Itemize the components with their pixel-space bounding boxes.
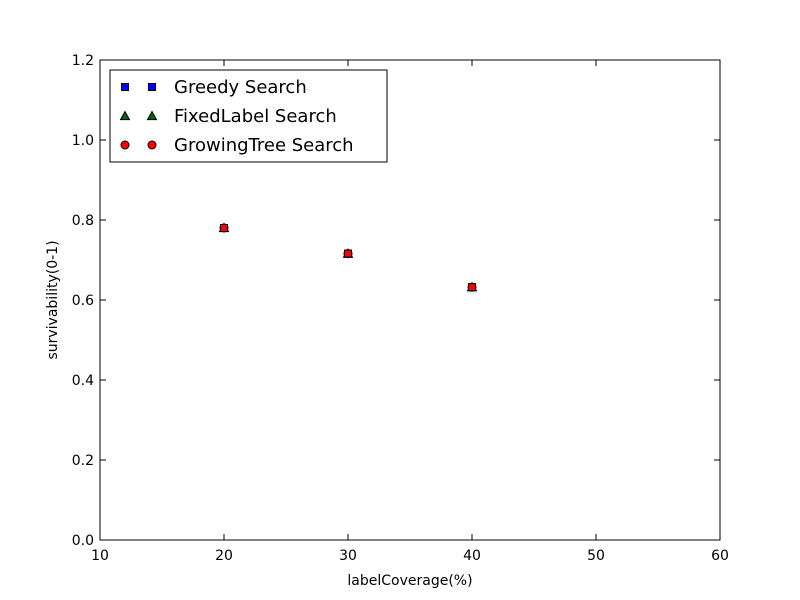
- data-point-overlay-square: [468, 283, 476, 292]
- y-tick-label: 0.2: [72, 453, 94, 469]
- plot-frame: [99, 59, 721, 541]
- y-tick-label: 0.4: [72, 373, 94, 389]
- y-tick-label: 0.0: [72, 533, 94, 549]
- legend-marker-circle: [147, 140, 157, 150]
- legend-marker-square: [121, 83, 129, 91]
- y-tick-label: 1.2: [72, 53, 94, 69]
- y-tick-label: 0.6: [72, 293, 94, 309]
- legend: Greedy Search FixedLabel Search GrowingTre…: [109, 69, 388, 163]
- x-tick-label: 60: [711, 548, 729, 564]
- x-tick-label: 40: [463, 548, 481, 564]
- legend-label: GrowingTree Search: [174, 135, 354, 156]
- x-tick-label: 50: [587, 548, 605, 564]
- y-tick-label: 1.0: [72, 133, 94, 149]
- legend-marker-circle: [120, 140, 130, 150]
- x-tick-label: 20: [215, 548, 233, 564]
- legend-marker-triangle: [146, 110, 158, 121]
- legend-marker-triangle: [119, 110, 131, 121]
- legend-marker-square: [148, 83, 156, 91]
- y-tick-label: 0.8: [72, 213, 94, 229]
- y-axis-label: survivability(0-1): [45, 240, 61, 359]
- data-point-overlay-square: [220, 224, 228, 232]
- data-points: [218, 222, 478, 292]
- legend-label: Greedy Search: [174, 77, 307, 98]
- legend-label: FixedLabel Search: [174, 106, 337, 127]
- x-tick-label: 10: [91, 548, 109, 564]
- axis-ticks: 10 20 30 40 50 60 0.0 0.2 0.4 0.6 0.8 1.0 1.2: [72, 53, 729, 564]
- x-axis-label: labelCoverage(%): [347, 573, 472, 589]
- data-point-overlay-square: [344, 249, 352, 258]
- x-tick-label: 30: [339, 548, 357, 564]
